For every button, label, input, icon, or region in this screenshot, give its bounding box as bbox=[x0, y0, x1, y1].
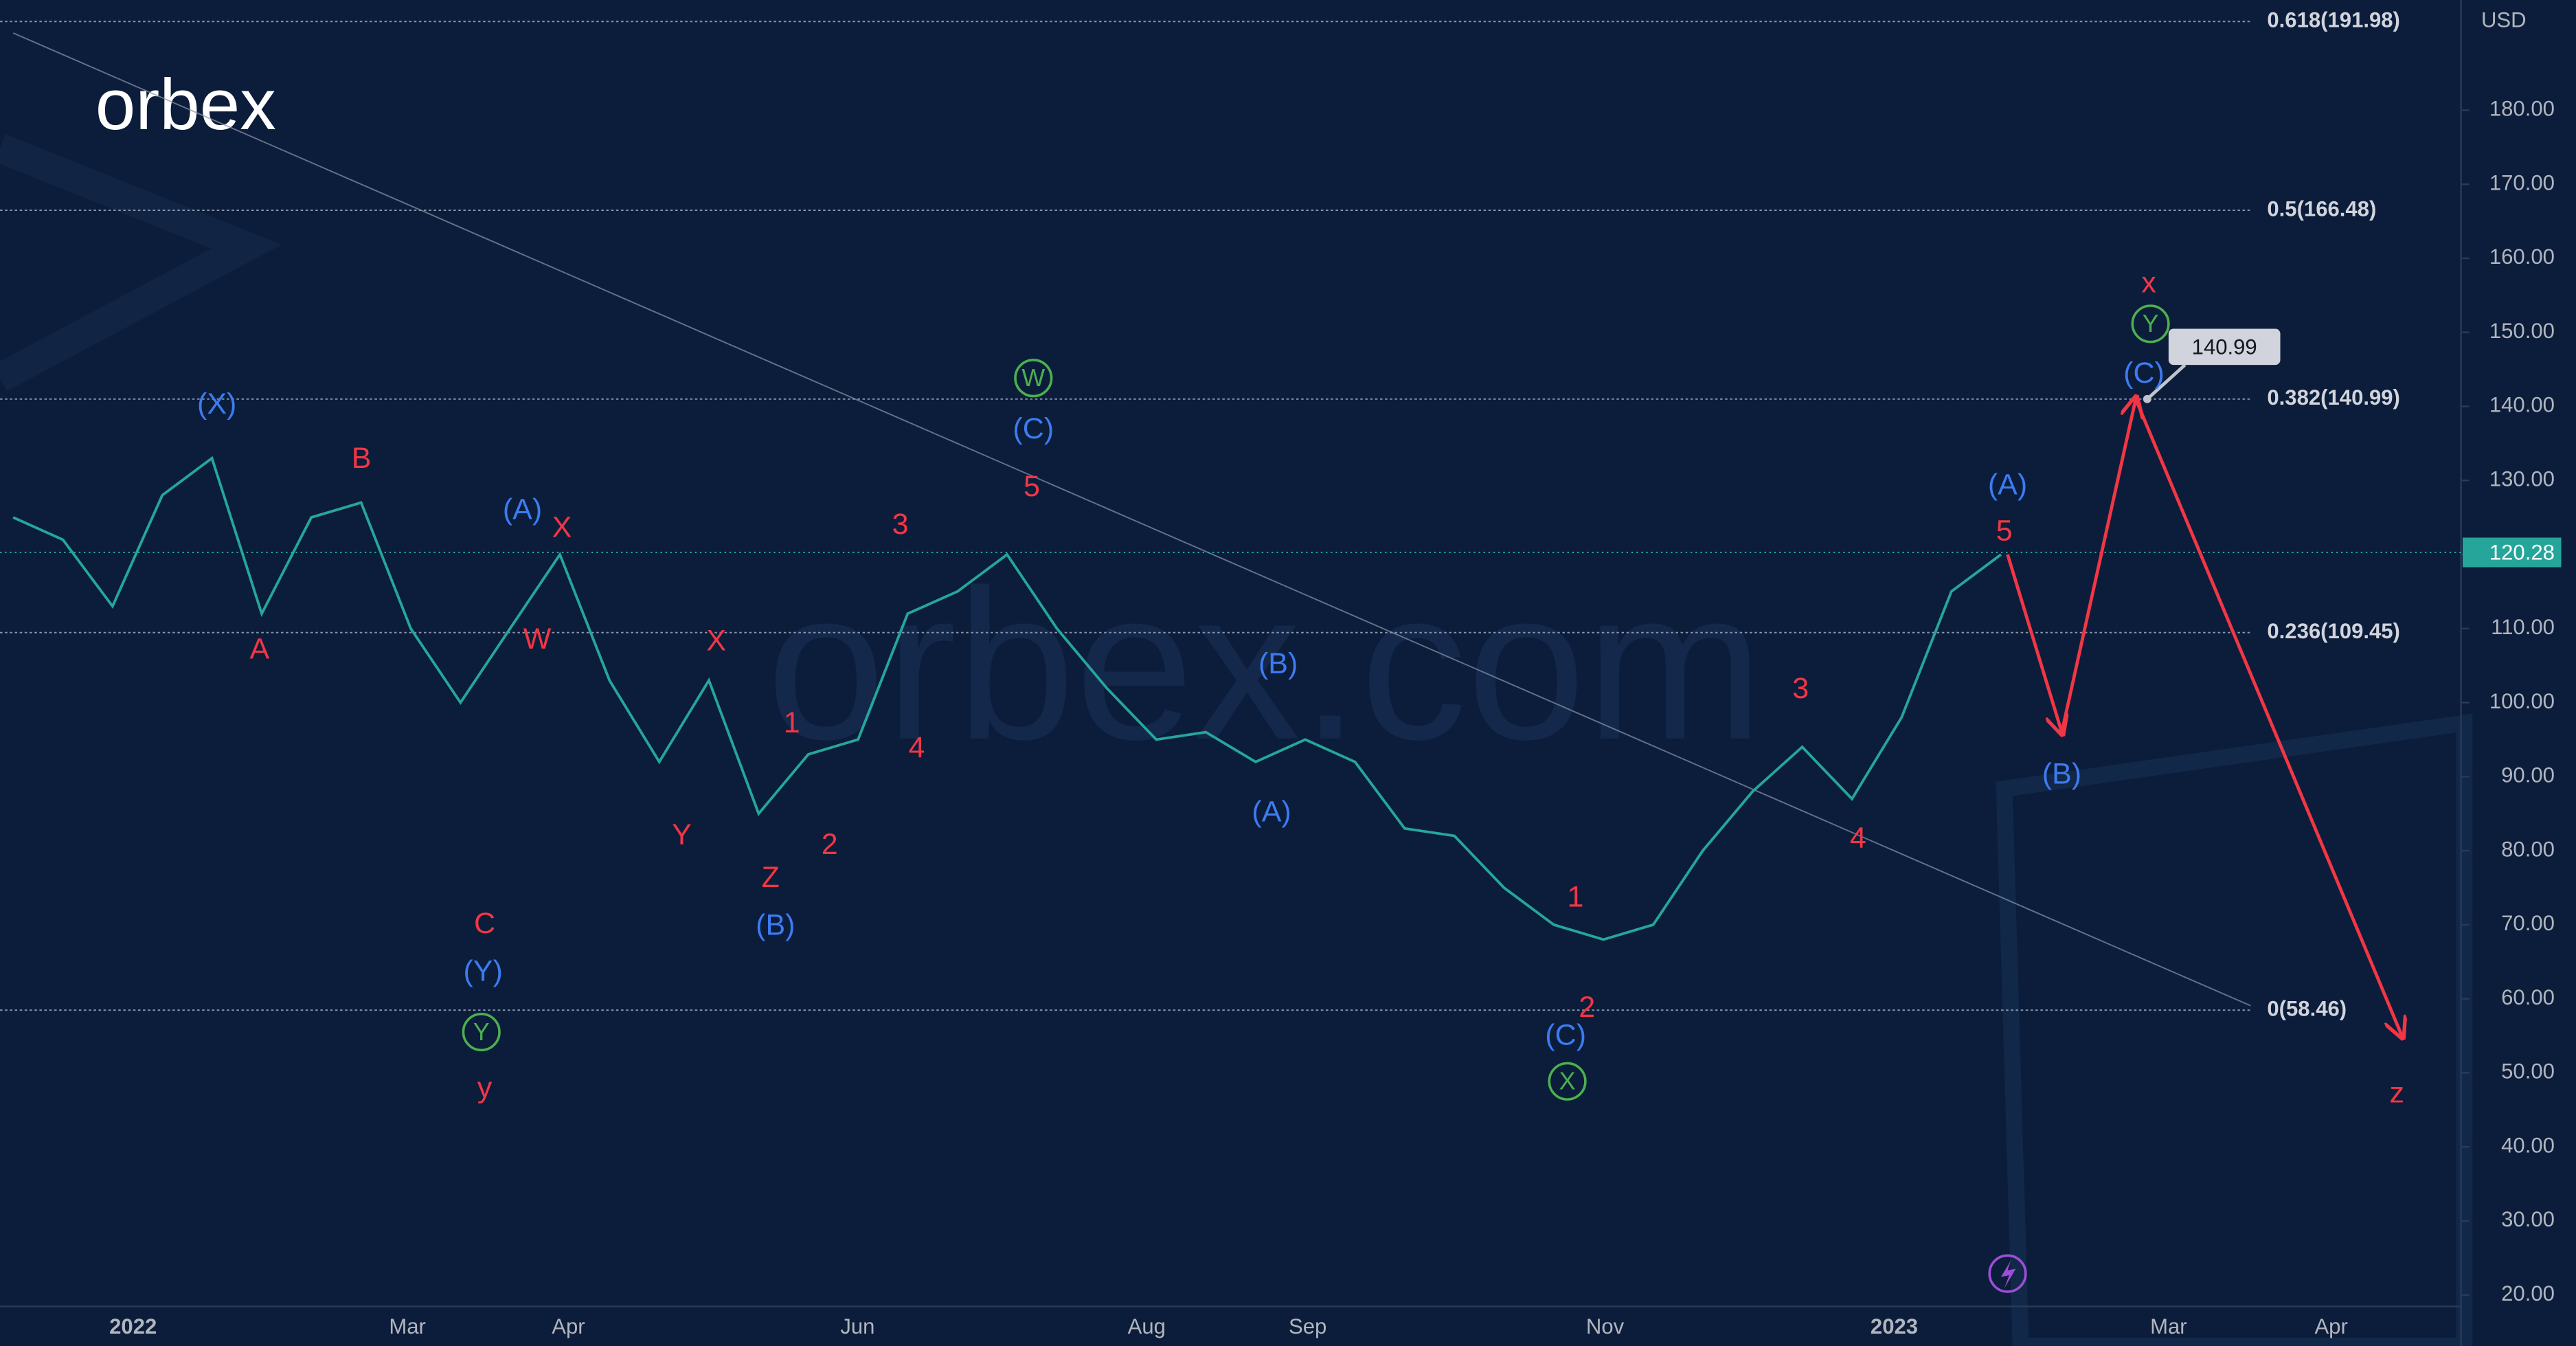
wave-label: Y bbox=[473, 1018, 490, 1046]
watermark: orbex.com bbox=[767, 546, 1763, 784]
wave-circle bbox=[462, 1012, 501, 1052]
y-tick-label: 140.00 bbox=[2489, 393, 2555, 417]
y-tick-label: 40.00 bbox=[2501, 1133, 2555, 1157]
trend-line bbox=[12, 32, 2251, 1007]
wave-label: W bbox=[523, 622, 552, 655]
wave-label: 1 bbox=[784, 706, 800, 739]
last-price-tag bbox=[2462, 537, 2562, 568]
wave-label: A bbox=[250, 633, 270, 666]
wave-label: 1 bbox=[1568, 881, 1584, 914]
logo: orbex bbox=[95, 65, 276, 145]
y-tick-label: 30.00 bbox=[2501, 1207, 2555, 1231]
fib-label: 0.5(166.48) bbox=[2267, 197, 2376, 221]
last-price-label: 120.28 bbox=[2489, 541, 2555, 565]
wave-label: Z bbox=[762, 861, 780, 894]
wave-label: (C) bbox=[1013, 412, 1054, 445]
wave-label: X bbox=[1559, 1068, 1576, 1095]
x-tick-label: Apr bbox=[2314, 1314, 2347, 1338]
wave-label: (C) bbox=[1545, 1019, 1586, 1052]
wave-label: (A) bbox=[1988, 468, 2027, 501]
wave-circle bbox=[1548, 1062, 1587, 1101]
wave-label: 2 bbox=[822, 828, 838, 861]
forecast-arrow bbox=[2060, 399, 2136, 733]
wave-label: W bbox=[1021, 364, 1045, 392]
wave-label: 2 bbox=[1579, 991, 1595, 1024]
wave-label: z bbox=[2390, 1076, 2405, 1109]
y-tick-label: 150.00 bbox=[2489, 319, 2555, 343]
y-tick-label: 90.00 bbox=[2501, 763, 2555, 787]
fib-label: 0(58.46) bbox=[2267, 996, 2347, 1020]
wave-label: 4 bbox=[909, 731, 925, 764]
wave-label: 5 bbox=[1996, 514, 2013, 547]
wave-label: 5 bbox=[1024, 470, 1040, 503]
wave-label: B bbox=[352, 442, 372, 475]
plot: 20.00 30.00 40.00 50.00 60.00 70.00 80.00 90.00… bbox=[0, 8, 2562, 1338]
x-tick-label: 2022 bbox=[109, 1314, 157, 1338]
wave-label: X bbox=[706, 625, 726, 658]
y-tick-label: 170.00 bbox=[2489, 170, 2555, 194]
y-tick-label: 20.00 bbox=[2501, 1281, 2555, 1305]
x-tick-label: Apr bbox=[552, 1314, 585, 1338]
x-tick-label: Aug bbox=[1128, 1314, 1166, 1338]
fib-label: 0.236(109.45) bbox=[2267, 619, 2400, 643]
target-connector bbox=[2146, 363, 2187, 401]
target-box bbox=[2168, 328, 2281, 366]
wave-label: (A) bbox=[503, 493, 542, 526]
x-tick-label: Sep bbox=[1289, 1314, 1326, 1338]
wave-label: (Y) bbox=[463, 954, 502, 987]
y-tick-label: 70.00 bbox=[2501, 911, 2555, 935]
forecast-arrow bbox=[2134, 398, 2402, 1036]
wave-label: X bbox=[552, 511, 572, 544]
y-tick-label: 50.00 bbox=[2501, 1059, 2555, 1084]
wave-label: Y bbox=[2143, 310, 2159, 337]
wave-label: Y bbox=[672, 818, 692, 851]
wave-label: (B) bbox=[1258, 647, 1298, 680]
wave-label: 3 bbox=[892, 508, 909, 541]
x-tick-label: Mar bbox=[2150, 1314, 2187, 1338]
wave-label: y bbox=[477, 1071, 493, 1104]
y-tick-label: 130.00 bbox=[2489, 467, 2555, 491]
decoration bbox=[0, 134, 282, 392]
x-tick-label: Nov bbox=[1586, 1314, 1625, 1338]
x-tick-label: Jun bbox=[840, 1314, 874, 1338]
forecast-arrow bbox=[2006, 554, 2062, 732]
price-line bbox=[12, 456, 2002, 941]
wave-circle bbox=[2131, 304, 2170, 344]
y-tick-label: 180.00 bbox=[2489, 97, 2555, 121]
y-tick-label: 60.00 bbox=[2501, 985, 2555, 1009]
y-tick-label: 160.00 bbox=[2489, 245, 2555, 269]
wave-label: x bbox=[2141, 266, 2156, 299]
fib-label: 0.382(140.99) bbox=[2267, 385, 2400, 410]
wave-label: 4 bbox=[1850, 822, 1866, 855]
wave-label: C bbox=[474, 907, 495, 940]
wave-circle bbox=[1014, 359, 1053, 398]
wave-label: (B) bbox=[756, 908, 795, 941]
x-tick-label: 2023 bbox=[1871, 1314, 1918, 1338]
event-icon bbox=[1988, 1254, 2027, 1293]
wave-label: (A) bbox=[1252, 795, 1291, 828]
wave-label: (C) bbox=[2123, 357, 2165, 390]
y-tick-label: 110.00 bbox=[2491, 615, 2555, 639]
x-tick-label: Mar bbox=[389, 1314, 426, 1338]
currency: USD bbox=[2481, 8, 2527, 32]
fib-label: 0.618(191.98) bbox=[2267, 8, 2400, 32]
wave-label: 3 bbox=[1792, 672, 1809, 705]
event-icon bbox=[2000, 1260, 2016, 1289]
wave-label: (X) bbox=[197, 388, 236, 420]
wave-label: (B) bbox=[2042, 757, 2081, 790]
target-label: 140.99 bbox=[2192, 335, 2257, 359]
y-tick-label: 100.00 bbox=[2489, 689, 2555, 713]
y-tick-label: 80.00 bbox=[2501, 837, 2555, 861]
